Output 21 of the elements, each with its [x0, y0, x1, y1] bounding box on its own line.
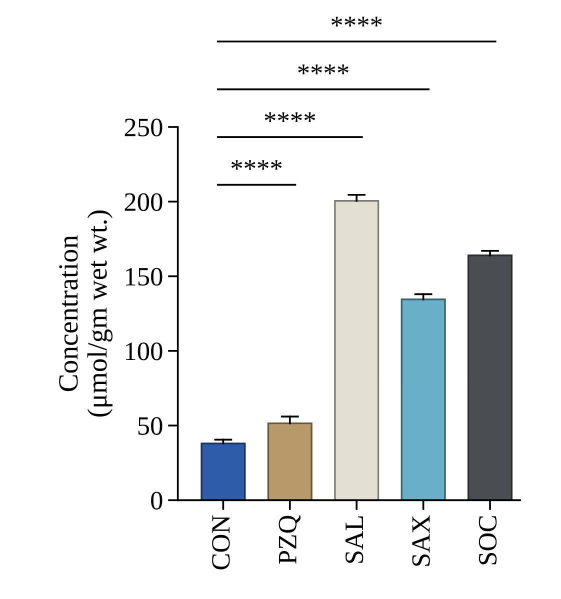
- y-tick-label: 250: [124, 118, 162, 136]
- x-tick-label: SOC: [478, 516, 497, 564]
- y-tick-label: 50: [138, 417, 162, 435]
- y-tick-label: 200: [124, 193, 162, 212]
- y-tick-label: 100: [126, 342, 162, 360]
- text: ****: [332, 16, 382, 26]
- x-tick-label: PZQ: [278, 515, 301, 564]
- text: ****: [298, 64, 348, 74]
- text: ****: [264, 112, 316, 122]
- bar: [468, 254, 513, 500]
- x-tick-label: SAX: [412, 515, 430, 566]
- x-tick-label: CON: [212, 515, 230, 570]
- annotation: ****: [231, 160, 282, 170]
- y-tick-label: 0: [151, 492, 162, 510]
- y-tick-label: 150: [126, 268, 162, 286]
- bar: [400, 298, 446, 500]
- x-tick-label: SAL: [345, 516, 364, 563]
- bar: [267, 422, 312, 500]
- y-axis-title: Concentration (μmol/gm wet wt.): [59, 210, 113, 417]
- bar: [334, 200, 380, 500]
- bar: [200, 442, 246, 500]
